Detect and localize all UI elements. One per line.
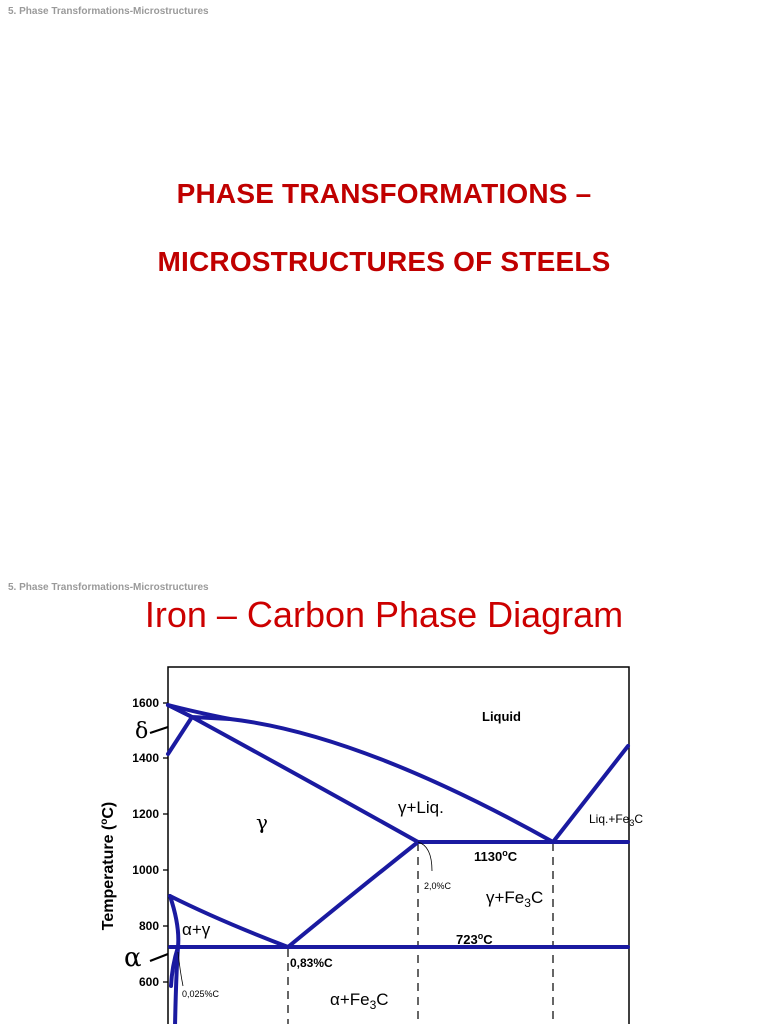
label-alpha: α: [124, 943, 142, 973]
label-liquid: Liquid: [482, 709, 521, 724]
label-1130c: 1130oC: [474, 848, 518, 864]
y-axis-ticks: [163, 702, 168, 983]
leader-0025c: [177, 951, 184, 987]
y-tick-label: 800: [139, 919, 159, 933]
delta-solvus: [166, 715, 194, 756]
y-tick-label: 1400: [132, 751, 159, 765]
label-liquid-fe3c: Liq.+Fe3C: [589, 812, 643, 828]
slide-title: Iron – Carbon Phase Diagram: [144, 594, 624, 635]
label-gamma-liquid: γ+Liq.: [398, 798, 444, 817]
slide-2: 5. Phase Transformations-Microstructures…: [0, 576, 768, 1024]
y-tick-label: 1000: [132, 863, 159, 877]
composition-dashed-lines: [287, 843, 554, 1024]
slide-header: 5. Phase Transformations-Microstructures: [8, 582, 209, 593]
iron-carbon-phase-diagram: 1600 1400 1200 1000 800 600 Temperature …: [99, 666, 643, 1024]
label-2c: 2,0%C: [424, 881, 452, 891]
label-083c: 0,83%C: [290, 956, 333, 970]
label-pointers: [149, 725, 169, 963]
slide-header: 5. Phase Transformations-Microstructures: [8, 6, 209, 17]
phase-boundaries: [166, 703, 630, 1024]
label-alpha-fe3c: α+Fe3C: [330, 990, 389, 1012]
label-gamma-fe3c: γ+Fe3C: [486, 888, 543, 910]
y-tick-label: 1200: [132, 807, 159, 821]
label-0025c: 0,025%C: [182, 989, 220, 999]
label-alpha-gamma: α+γ: [182, 920, 211, 939]
label-delta: δ: [135, 719, 148, 744]
slide-title-line-1: PHASE TRANSFORMATIONS –: [176, 178, 592, 209]
slide-title-line-2: MICROSTRUCTURES OF STEELS: [157, 246, 611, 277]
y-tick-label: 600: [139, 975, 159, 989]
leader-2c: [417, 841, 433, 872]
y-axis-label: Temperature (oC): [99, 802, 117, 931]
solidus-line: [190, 715, 420, 844]
y-tick-label: 1600: [132, 696, 159, 710]
a3-line: [168, 894, 290, 949]
label-723c: 723oC: [456, 931, 493, 947]
slide-1: 5. Phase Transformations-Microstructures…: [8, 6, 611, 277]
acm-line: [286, 840, 420, 949]
diagram-frame: [167, 666, 630, 1024]
liquidus-fe3c-line: [551, 744, 630, 844]
liquidus-line: [166, 703, 555, 844]
label-gamma: γ: [256, 810, 268, 834]
